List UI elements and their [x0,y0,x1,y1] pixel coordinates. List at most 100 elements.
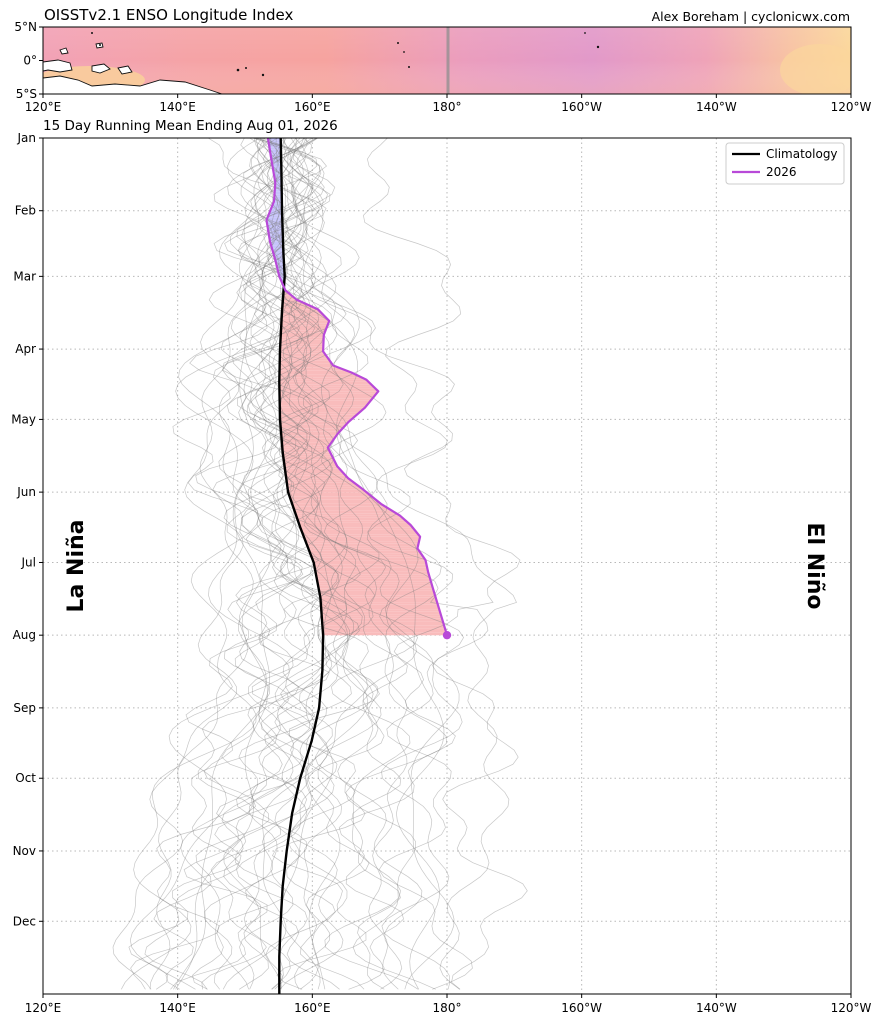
sst-map-panel: 120°E 140°E 160°E 180° 160°W 140°W 120°W 5°N 0° 5… [14,20,871,114]
warm-anomaly-band [282,306,318,310]
y-tick-label: Jun [16,485,36,499]
warm-anomaly-band [297,520,408,523]
warm-anomaly-band [318,588,434,591]
warm-anomaly-band [279,356,329,359]
cool-anomaly-band [274,177,282,181]
x-tick-label: 120°E [25,1001,62,1015]
warm-anomaly-band [279,365,340,368]
cool-anomaly-band [269,147,281,150]
cool-anomaly-band [268,231,283,235]
y-tick-label: Oct [15,771,36,785]
warm-anomaly-band [279,367,346,371]
map-lon-tick-label: 180° [433,100,462,114]
warm-anomaly-band [279,396,375,399]
y-tick-label: May [11,412,36,426]
warm-anomaly-band [292,506,389,509]
cool-anomaly-band [274,196,282,199]
historical-year-line [175,138,297,990]
warm-anomaly-band [322,630,447,633]
warm-anomaly-band [279,386,376,389]
historical-year-line [250,138,382,990]
cool-anomaly-band [267,224,283,228]
warm-anomaly-band [313,562,427,565]
cool-anomaly-band [274,180,282,183]
warm-anomaly-band [285,473,346,476]
warm-anomaly-band [280,330,326,333]
warm-anomaly-band [279,379,369,382]
warm-anomaly-band [282,447,329,450]
warm-anomaly-band [319,590,435,593]
warm-anomaly-band [279,360,332,364]
warm-anomaly-band [309,550,421,554]
cool-anomaly-band [274,257,284,260]
warm-anomaly-band [301,529,417,532]
y-tick-label: Dec [13,914,36,928]
warm-anomaly-band [282,452,332,455]
cool-anomaly-band [269,145,281,148]
warm-anomaly-band [281,323,329,326]
warm-anomaly-band [296,515,403,518]
cool-anomaly-band [269,238,283,242]
warm-anomaly-band [279,414,357,418]
cool-anomaly-band [270,243,284,246]
warm-anomaly-band [311,555,424,558]
warm-anomaly-band [290,499,379,502]
warm-anomaly-band [317,583,433,586]
x-tick-label: 140°W [696,1001,737,1015]
cool-anomaly-band [274,255,284,258]
cool-anomaly-band [271,248,284,251]
y-tick-label: Feb [15,204,36,218]
historical-year-line [250,138,419,990]
map-lon-tick-label: 140°W [696,100,737,114]
cool-anomaly-band [268,229,283,232]
warm-anomaly-band [281,325,328,328]
map-lat-tick-label: 5°N [14,20,37,34]
warm-anomaly-band [286,482,358,486]
warm-anomaly-band [314,564,428,568]
warm-anomaly-band [279,377,367,380]
y-tick-label: Sep [13,701,36,715]
cool-anomaly-band [277,269,285,272]
historical-year-line [112,138,283,990]
historical-year-line [173,138,287,990]
historical-year-line [363,138,528,990]
warm-anomaly-band [279,353,327,357]
warm-anomaly-band [322,632,447,636]
warm-anomaly-band [280,339,324,342]
cool-anomaly-band [268,142,281,145]
map-lat-tick-label: 5°S [16,87,37,101]
cool-anomaly-band [275,262,285,265]
historical-year-line [153,138,336,990]
warm-anomaly-band [287,485,361,488]
warm-anomaly-band [302,532,419,535]
warm-anomaly-band [287,489,367,493]
cool-anomaly-band [275,182,282,185]
legend-2026-label: 2026 [766,165,797,179]
cool-anomaly-band [266,217,283,221]
warm-anomaly-band [311,557,426,561]
legend-climatology-label: Climatology [766,147,838,161]
cool-anomaly-band [275,260,284,263]
warm-anomaly-band [316,576,431,579]
warm-anomaly-band [279,363,334,366]
cool-anomaly-band [267,227,283,230]
warm-anomaly-band [320,597,437,600]
historical-year-line [244,138,423,990]
warm-anomaly-band [315,574,430,577]
warm-anomaly-band [286,478,352,481]
historical-year-line [256,138,463,990]
x-tick-label: 160°W [561,1001,602,1015]
chart-subtitle: 15 Day Running Mean Ending Aug 01, 2026 [43,118,338,134]
series-2026-endpoint [442,630,452,640]
historical-year-line [208,138,360,990]
warm-anomaly-band [283,459,335,462]
historical-year-line [128,138,304,990]
warm-anomaly-band [295,513,400,516]
cool-anomaly-band [273,173,282,176]
warm-anomaly-band [284,461,337,464]
cool-anomaly-band [270,154,282,157]
cool-anomaly-band [268,234,283,237]
x-tick-label: 120°W [831,1001,872,1015]
warm-anomaly-band [298,522,411,525]
cool-anomaly-band [276,264,285,267]
